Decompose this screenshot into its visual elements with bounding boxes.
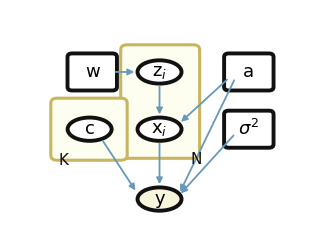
Text: z$_i$: z$_i$ [152,63,167,81]
Text: $\sigma^2$: $\sigma^2$ [238,119,259,139]
Text: N: N [191,151,202,167]
Ellipse shape [138,187,182,211]
FancyBboxPatch shape [224,53,274,90]
Text: x$_i$: x$_i$ [151,120,168,138]
Text: y: y [154,190,165,208]
FancyBboxPatch shape [51,98,127,160]
FancyBboxPatch shape [224,111,274,148]
Text: c: c [85,120,95,138]
Text: w: w [85,63,100,81]
FancyBboxPatch shape [67,53,117,90]
Ellipse shape [67,117,112,141]
Ellipse shape [138,60,182,84]
Ellipse shape [138,117,182,141]
Text: a: a [243,63,255,81]
Text: K: K [58,153,68,168]
FancyBboxPatch shape [121,45,200,158]
